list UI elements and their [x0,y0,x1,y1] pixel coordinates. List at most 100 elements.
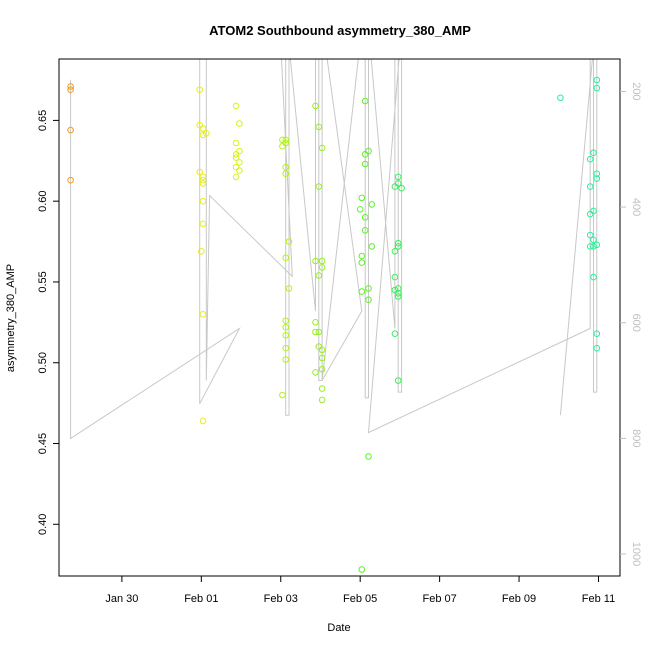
data-point [232,102,240,110]
chart-title: ATOM2 Southbound asymmetry_380_AMP [209,23,471,38]
data-point [232,139,240,147]
data-point [394,377,402,384]
x-tick-label: Jan 30 [105,593,138,605]
data-point [358,288,366,295]
data-point [394,173,402,181]
data-point [593,330,601,338]
data-point [358,194,366,202]
data-point [394,243,402,250]
data-point [199,125,207,132]
data-point [279,142,286,150]
data-point [199,180,207,187]
data-point [199,311,207,318]
right-tick-label: 800 [630,429,642,447]
data-point [590,236,597,244]
data-point [315,328,323,336]
data-point [586,210,594,218]
data-point [391,273,399,281]
data-point [318,257,326,265]
data-point [203,130,210,137]
data-point [199,220,207,228]
data-point [318,365,326,373]
right-axis: 200 400 600 800 1000 [620,82,642,566]
y-tick-label: 0.60 [37,190,49,211]
data-point [199,417,207,425]
data-point [391,248,399,255]
data-point [282,254,290,262]
y-tick-label: 0.40 [37,514,49,535]
data-point [199,173,207,181]
data-point [586,183,594,190]
data-point [282,332,290,339]
data-point [318,144,326,152]
data-point [67,176,74,184]
data-point [312,369,319,376]
data-point [394,290,402,297]
data-point [318,346,326,354]
data-point [361,151,369,158]
data-point [365,453,372,460]
data-point [368,201,376,208]
data-point [368,243,376,250]
data-point [394,293,402,300]
x-tick-label: Feb 07 [422,593,456,605]
data-point [391,286,399,294]
data-point [282,170,290,177]
data-point [232,173,240,181]
x-tick-label: Feb 11 [582,593,615,605]
data-point [312,319,319,326]
data-point [358,252,366,260]
right-tick-label: 400 [630,198,642,216]
y-tick-label: 0.55 [37,271,49,292]
data-point [586,243,594,250]
data-point [282,317,290,325]
data-point [318,385,326,392]
data-point [312,257,319,265]
y-tick-label: 0.45 [37,433,49,454]
data-point [361,214,369,221]
data-point [391,330,399,338]
data-point [232,154,240,161]
x-tick-label: Feb 05 [343,593,377,605]
series-line [70,59,598,440]
data-point [394,285,402,292]
data-point [285,238,293,245]
y-tick-label: 0.65 [37,110,49,131]
data-point [282,323,290,331]
y-axis: 0.40 0.45 0.50 0.55 0.60 0.65 [37,110,59,535]
data-point [361,97,369,105]
x-tick-label: Feb 09 [502,593,536,605]
data-point [282,136,290,144]
data-point [593,84,601,92]
data-point [196,121,203,129]
data-point [315,272,323,279]
data-point [361,160,369,168]
data-point [590,243,597,250]
data-point [318,354,326,362]
right-tick-label: 1000 [630,542,642,566]
data-point [199,131,207,139]
data-point [394,239,402,247]
data-point [318,264,326,271]
data-point [285,285,293,292]
data-point [590,149,597,156]
data-point [279,391,286,399]
x-axis: Jan 30 Feb 01 Feb 03 Feb 05 Feb 07 Feb 09 Feb … [105,576,615,605]
data-point [318,396,326,404]
data-point [315,183,323,190]
data-point [590,273,597,281]
data-point [593,170,601,177]
data-point [356,206,364,213]
points-layer [67,76,601,573]
data-point [199,176,207,184]
data-point [232,163,240,171]
right-tick-label: 600 [630,314,642,332]
data-point [312,328,319,336]
data-point [586,231,594,239]
data-point [236,147,243,155]
y-axis-label: asymmetry_380_AMP [5,264,17,372]
data-point [67,86,74,93]
x-axis-label: Date [327,622,350,634]
data-point [199,197,207,205]
